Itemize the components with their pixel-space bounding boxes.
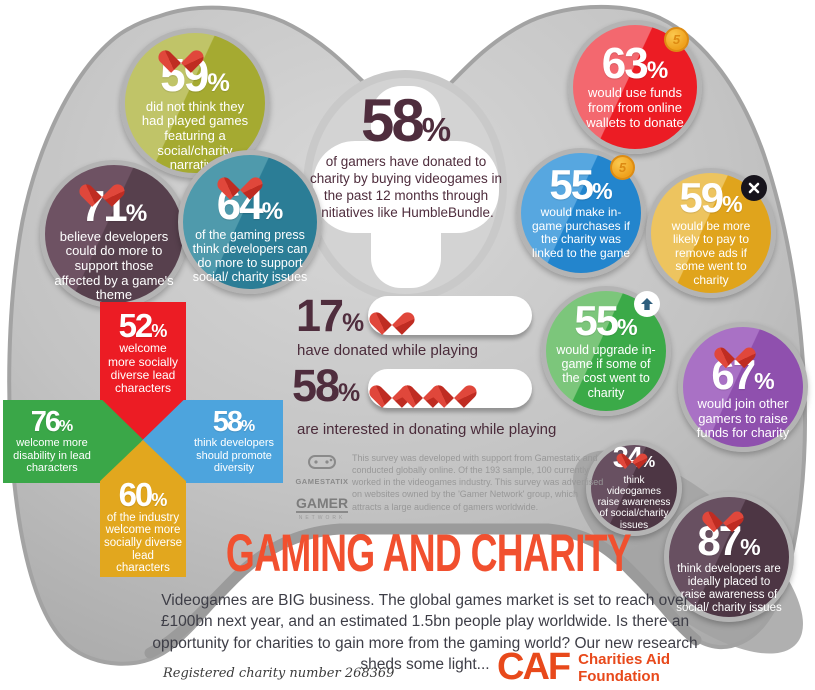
stat-bubble-raise-awareness: 34% think videogames raise awareness of …: [586, 440, 682, 536]
donation-meter: [368, 369, 532, 408]
center-stat: 58% of gamers have donated to charity by…: [308, 87, 504, 222]
stat-label: of gamers have donated to charity by buy…: [309, 154, 503, 220]
gamestatix-logo: GAMESTATIX: [295, 477, 349, 486]
stat-bubble-upgrade-ingame: 55% would upgrade in-game if some of the…: [541, 286, 671, 416]
stat-value: 63%: [601, 38, 669, 88]
stat-label: are interested in donating while playing: [297, 421, 557, 438]
stat-label: of the industry welcome more socially di…: [104, 511, 182, 575]
stat-bubble-developers-awareness: 87% think developers are ideally placed …: [664, 492, 794, 622]
caf-acronym: CAF: [497, 646, 571, 688]
stat-label: have donated while playing: [297, 342, 478, 359]
heart-icon: [167, 41, 195, 63]
intro-text: Videogames are BIG business. The global …: [152, 592, 698, 674]
stat-label: believe developers could do more to supp…: [54, 228, 174, 303]
caf-logo: CAF Charities Aid Foundation: [497, 646, 671, 688]
coin-icon: 5: [664, 27, 689, 52]
bottom-notch-edge: [144, 523, 702, 659]
stat-label: welcome more socially diverse lead chara…: [107, 341, 179, 396]
gamer-network-sub: NETWORK: [298, 515, 346, 522]
stat-label: welcome more disability in lead characte…: [13, 437, 91, 474]
stat-label: would use funds from from online wallets…: [586, 85, 684, 130]
stat-label: would make in-game purchases if the char…: [531, 205, 631, 260]
heart-icon: [88, 175, 116, 197]
caf-name: Charities Aid Foundation: [578, 651, 671, 685]
stat-value: 76%: [30, 406, 74, 439]
registered-charity-number: Registered charity number 268369: [163, 666, 395, 681]
stat-value: 58%: [212, 406, 256, 439]
heart-icon: [440, 376, 468, 401]
stat-label: would upgrade in-game if some of the cos…: [556, 343, 656, 400]
stat-value: 55%: [574, 297, 638, 345]
stat-value: 52%: [118, 306, 168, 344]
stat-value: 58%: [360, 87, 452, 154]
stat-bubble-ingame-purchases: 5 55% would make in-game purchases if th…: [516, 148, 646, 278]
stat-bubble-gaming-press: 64% of the gaming press think developers…: [178, 150, 322, 294]
stat-value: 59%: [679, 173, 743, 221]
stat-bubble-remove-ads: 59% would be more likely to pay to remov…: [646, 168, 776, 298]
stat-label: would join other gamers to raise funds f…: [696, 395, 790, 441]
gamer-network-logo: GAMER: [295, 495, 349, 514]
stat-value: 60%: [118, 476, 168, 514]
stat-label: would be more likely to pay to remove ad…: [671, 218, 751, 287]
partner-logos: GAMESTATIX GAMER NETWORK: [294, 452, 350, 521]
heart-icon: [710, 503, 736, 526]
stat-bubble-online-wallets: 5 63% would use funds from from online w…: [568, 20, 702, 154]
stat-label: did not think they had played games feat…: [141, 98, 249, 173]
stat-label: think videogames raise awareness of soci…: [597, 474, 671, 531]
gamestatix-icon: [308, 455, 336, 469]
x-icon: [741, 175, 767, 201]
survey-note: This survey was developed with support f…: [352, 453, 604, 512]
coin-icon: 5: [610, 155, 635, 180]
stat-bubble-developers-support: 71% believe developers could do more to …: [40, 160, 188, 308]
donation-meter: [368, 296, 532, 335]
stat-bubble-raise-funds: 67% would join other gamers to raise fun…: [678, 322, 808, 452]
stat-label: of the gaming press think developers can…: [192, 227, 308, 284]
stat-label: think developers should promote diversit…: [193, 437, 275, 474]
dpad-plus: [313, 86, 499, 288]
stat-value: 58%: [292, 360, 361, 411]
stat-label: think developers are ideally placed to r…: [676, 562, 782, 614]
stat-value: 55%: [549, 160, 613, 208]
heart-icon: [226, 168, 254, 193]
heart-icon: [378, 303, 406, 328]
arrow-up-icon: [634, 291, 660, 317]
page-title: GAMING AND CHARITY: [225, 524, 632, 584]
heart-icon: [722, 339, 748, 362]
stat-value: 17%: [296, 290, 365, 341]
